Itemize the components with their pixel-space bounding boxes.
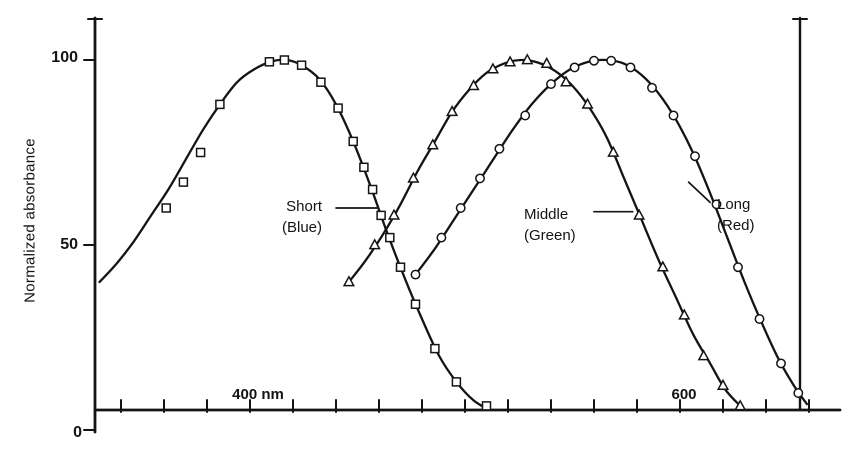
markers-short bbox=[161, 55, 492, 411]
annotation-short-blue: Short (Blue) bbox=[220, 196, 322, 238]
annotation-short-line2: (Blue) bbox=[281, 219, 322, 236]
markers-middle bbox=[342, 53, 747, 411]
annotation-middle-green: Middle (Green) bbox=[524, 204, 576, 246]
annotation-middle-line2: (Green) bbox=[524, 227, 576, 244]
annotation-middle-line1: Middle bbox=[524, 206, 569, 223]
annotation-long-line2: (Red) bbox=[717, 217, 755, 234]
y-tick-label-0: 0 bbox=[73, 424, 82, 441]
y-tick-label-50: 50 bbox=[60, 236, 78, 253]
x-tick-label-600: 600 bbox=[671, 386, 697, 403]
axes bbox=[87, 16, 842, 434]
y-axis-ticks bbox=[83, 59, 96, 431]
x-axis-ticks bbox=[120, 399, 810, 413]
markers-long bbox=[410, 55, 804, 398]
curve-short bbox=[98, 58, 490, 411]
y-axis-title: Normalized absorbance bbox=[21, 138, 39, 303]
x-tick-label-400nm: 400 nm bbox=[232, 386, 284, 403]
annotation-leader-lines bbox=[335, 181, 711, 213]
y-tick-label-100: 100 bbox=[51, 49, 78, 66]
annotation-long-line1: Long bbox=[717, 196, 751, 213]
annotation-long-red: Long (Red) bbox=[717, 194, 755, 236]
annotation-short-line1: Short bbox=[286, 198, 322, 215]
curve-long bbox=[414, 58, 809, 406]
